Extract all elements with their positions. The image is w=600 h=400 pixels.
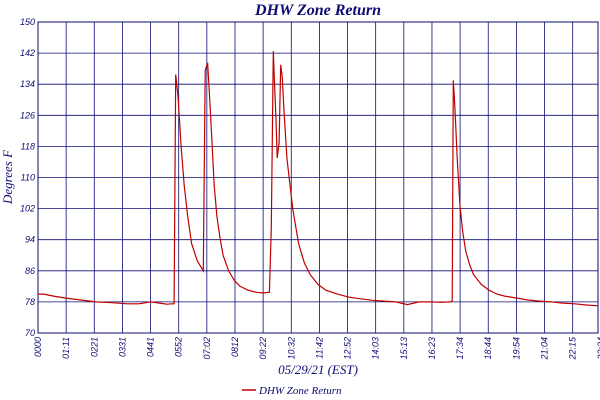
y-tick-label: 94 [25,235,35,245]
x-tick-label: 07:02 [202,337,212,360]
plot-frame [37,21,599,334]
y-axis-label: Degrees F [0,149,15,205]
x-tick-label: 01:11 [61,337,71,359]
y-tick-label: 134 [20,79,35,89]
x-tick-label: 17:34 [455,337,465,360]
x-tick-label: 10:32 [286,337,296,360]
x-tick-label: 19:54 [511,337,521,360]
x-tick-label: 14:03 [371,337,381,360]
x-tick-label: 0331 [117,337,127,357]
legend-label: DHW Zone Return [258,385,342,397]
x-tick-label: 23:24 [596,337,600,361]
x-tick-label: 0221 [89,337,99,357]
y-tick-label: 102 [20,204,35,214]
y-tick-label: 86 [25,266,35,276]
x-tick-label: 22:15 [568,336,578,361]
x-tick-label: 0441 [146,337,156,357]
chart-title: DHW Zone Return [254,2,381,19]
x-tick-label: 12:52 [343,337,353,360]
x-tick-label: 0000 [33,337,43,357]
y-tick-label: 110 [21,173,35,183]
legend: DHW Zone Return [242,385,342,397]
x-tick-label: 15:13 [399,337,409,360]
x-tick-label: 21:04 [540,337,550,361]
y-tick-label: 126 [20,110,35,120]
y-axis-ticks: 70 78 86 94 102 110 118 126 134 142 150 [20,17,35,338]
x-tick-label: 09:22 [258,337,268,360]
series-line-dhw-zone-return [38,51,599,307]
x-axis-ticks: 0000 01:11 0221 0331 0441 0552 07:02 0812 09:22 1… [33,336,600,361]
y-tick-label: 118 [21,141,35,151]
x-tick-label: 16:23 [427,337,437,360]
y-tick-label: 70 [25,328,35,338]
y-tick-label: 150 [20,17,35,27]
grid-lines [38,21,598,334]
x-tick-label: 11:42 [314,337,324,359]
y-tick-label: 78 [25,297,35,307]
x-tick-label: 0812 [230,337,240,357]
x-tick-label: 0552 [174,337,184,357]
y-tick-label: 142 [20,48,35,58]
x-tick-label: 18:44 [483,337,493,360]
x-axis-label: 05/29/21 (EST) [278,362,358,377]
